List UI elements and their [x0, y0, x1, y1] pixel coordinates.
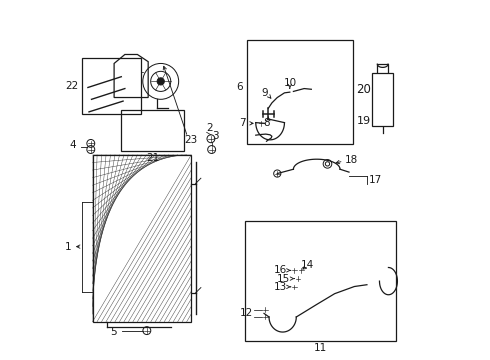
Bar [247, 40, 353, 144]
Text: 23: 23 [185, 135, 198, 145]
Text: 9: 9 [261, 88, 268, 98]
Text: 5: 5 [111, 327, 117, 337]
Text: 15: 15 [277, 274, 290, 284]
Text: 16: 16 [273, 265, 287, 275]
Text: 22: 22 [66, 81, 79, 91]
Text: 19: 19 [356, 116, 370, 126]
Circle shape [157, 78, 164, 85]
Text: 11: 11 [314, 343, 327, 353]
Bar [93, 155, 191, 321]
Text: 2: 2 [206, 123, 213, 133]
Text: 14: 14 [301, 260, 315, 270]
Text: 4: 4 [70, 140, 76, 150]
Text: 7: 7 [240, 118, 246, 128]
Text: 20: 20 [356, 82, 370, 95]
Text: 8: 8 [263, 118, 270, 128]
Text: 3: 3 [212, 131, 219, 141]
Text: 10: 10 [284, 78, 297, 88]
Text: 1: 1 [65, 242, 72, 252]
Bar [82, 58, 141, 114]
Text: 12: 12 [240, 309, 253, 318]
Text: 17: 17 [368, 175, 382, 185]
Text: 6: 6 [237, 82, 243, 92]
Text: 21: 21 [146, 153, 159, 163]
Bar [122, 110, 184, 151]
Bar [245, 221, 395, 341]
Bar [372, 73, 393, 126]
Text: 18: 18 [344, 155, 358, 165]
Text: 13: 13 [273, 282, 287, 292]
